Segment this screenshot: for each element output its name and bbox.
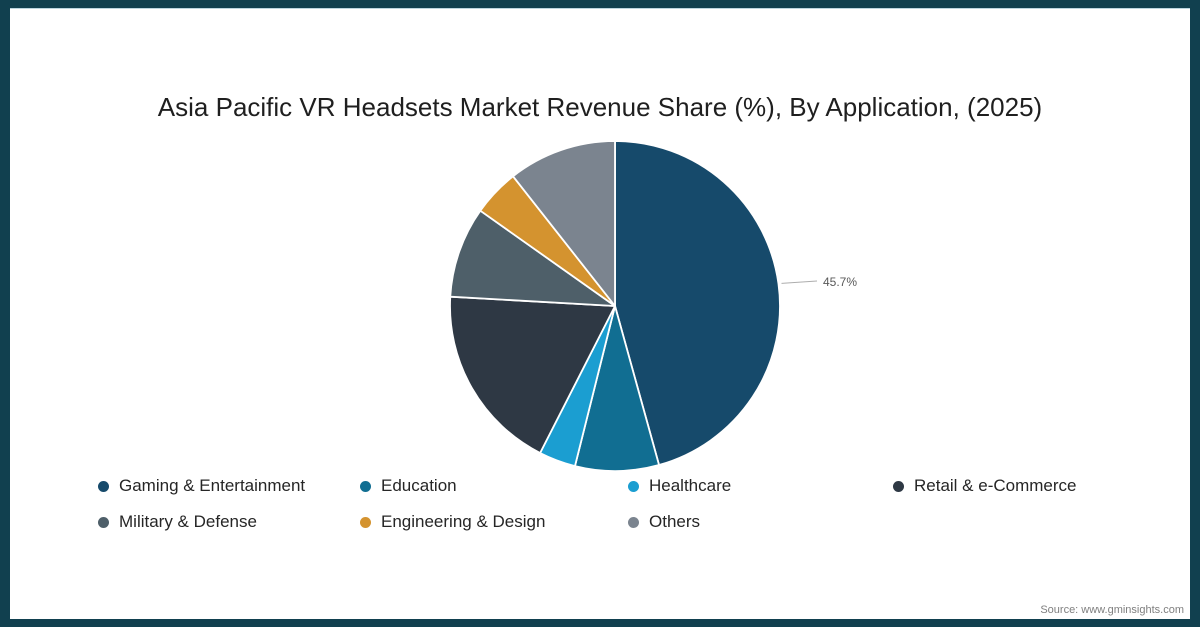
legend-item-engineering-design[interactable]: Engineering & Design	[360, 512, 546, 531]
source-note: Source: www.gminsights.com	[1040, 604, 1184, 616]
legend-marker-gaming-entertainment	[98, 480, 109, 492]
leader-line-gaming-entertainment	[781, 280, 818, 284]
legend-label-retail-e-commerce: Retail & e-Commerce	[914, 476, 1077, 495]
legend-marker-engineering-design	[360, 516, 371, 528]
legend-marker-healthcare	[628, 480, 639, 492]
legend-label-education: Education	[381, 476, 457, 495]
legend-label-others: Others	[649, 512, 701, 531]
legend-item-military-defense[interactable]: Military & Defense	[98, 512, 257, 531]
legend-label-military-defense: Military & Defense	[119, 512, 257, 531]
legend-item-retail-e-commerce[interactable]: Retail & e-Commerce	[893, 476, 1077, 495]
legend-label-healthcare: Healthcare	[649, 476, 732, 495]
legend-marker-education	[360, 480, 371, 492]
legend-label-gaming-entertainment: Gaming & Entertainment	[119, 476, 306, 495]
legend-item-education[interactable]: Education	[360, 476, 457, 495]
pie-slice-retail-e-commerce[interactable]	[449, 295, 616, 454]
legend-marker-retail-e-commerce	[893, 480, 904, 492]
data-label-gaming-entertainment: 45.7%	[823, 275, 857, 289]
chart-title: Asia Pacific VR Headsets Market Revenue …	[157, 92, 1043, 122]
legend-item-others[interactable]: Others	[628, 512, 701, 531]
legend-item-gaming-entertainment[interactable]: Gaming & Entertainment	[98, 476, 306, 495]
pie-slice-military-defense[interactable]	[449, 209, 616, 307]
pie-slice-gaming-entertainment[interactable]	[614, 140, 781, 466]
legend-marker-others	[628, 516, 639, 528]
legend-item-healthcare[interactable]: Healthcare	[628, 476, 732, 495]
pie-slice-others[interactable]	[512, 140, 616, 307]
legend-label-engineering-design: Engineering & Design	[381, 512, 546, 531]
legend-marker-military-defense	[98, 516, 109, 528]
